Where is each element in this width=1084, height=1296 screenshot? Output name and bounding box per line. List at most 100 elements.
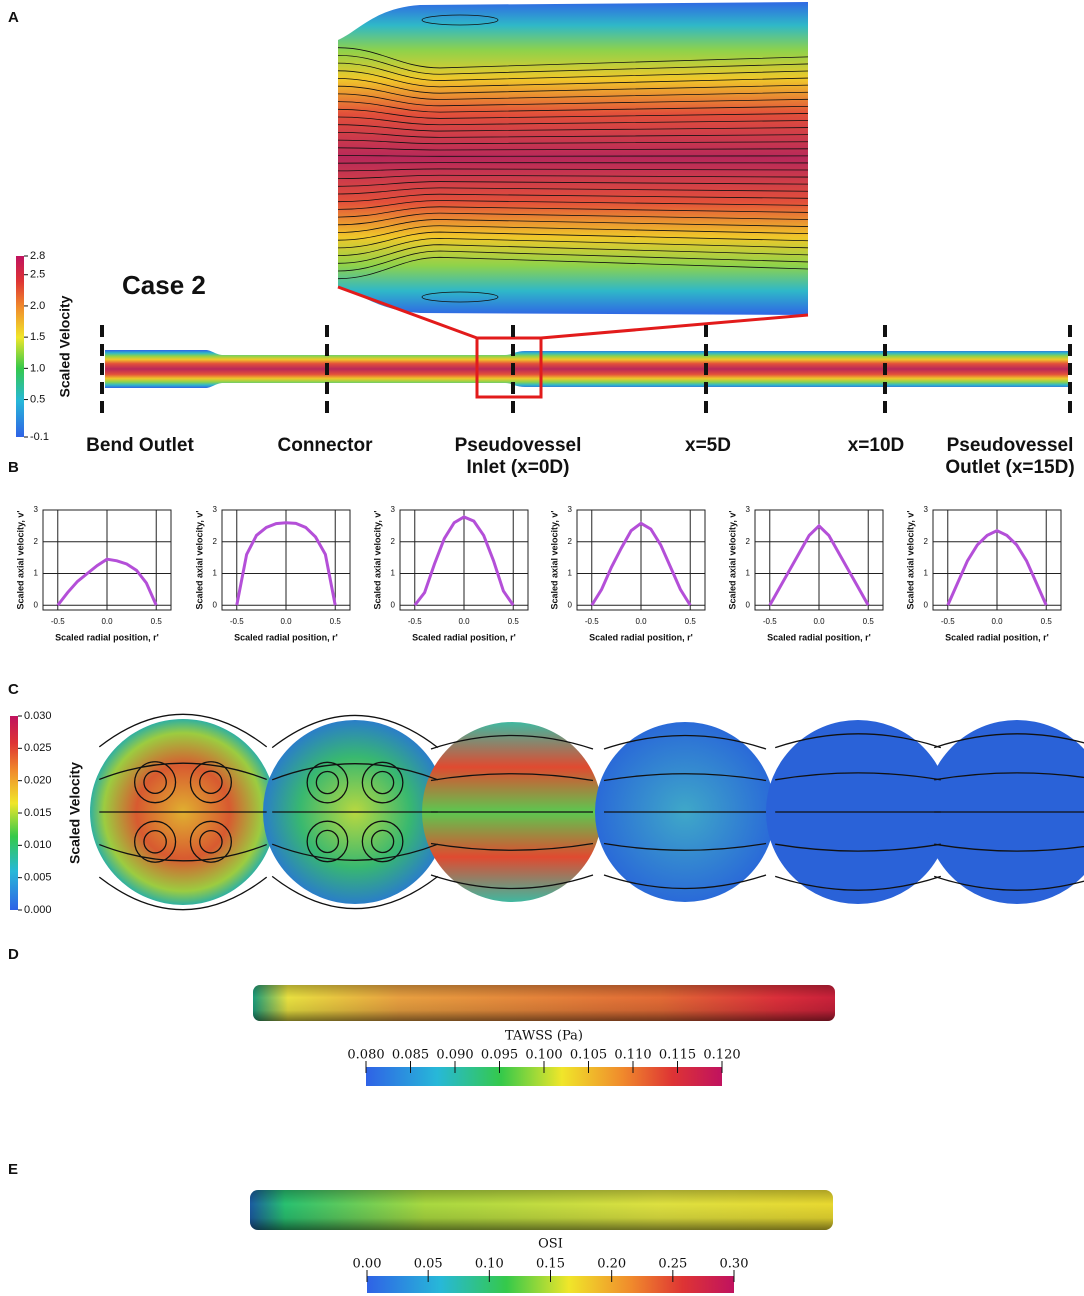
streamline (338, 206, 808, 218)
colorbar-tick-label: 0.100 (525, 1048, 562, 1063)
station-label: Outlet (x=15D) (945, 457, 1074, 478)
streamline (338, 70, 808, 88)
colorbar-tick-label: 0.00 (353, 1257, 382, 1272)
colorbar-tick-label: 0.05 (414, 1257, 443, 1272)
streamline (775, 843, 941, 852)
streamline (430, 874, 594, 890)
inset (338, 2, 808, 315)
streamline (603, 842, 767, 851)
panel-label: E (8, 1161, 18, 1178)
streamline (271, 875, 439, 910)
y-axis-label: Scaled axial velocity, v' (905, 510, 915, 609)
cross-sections (90, 713, 1084, 911)
station-label: Inlet (x=0D) (467, 457, 570, 478)
streamline (775, 772, 941, 781)
case-label: Case 2 (122, 270, 206, 300)
streamline (338, 101, 808, 113)
vortex (421, 291, 499, 303)
y-tick-label: 2 (213, 537, 218, 546)
profile-line (590, 521, 692, 607)
colorbar-tick-label: 2.0 (30, 300, 45, 312)
y-tick-label: 2 (924, 537, 929, 546)
y-tick-label: 3 (924, 505, 929, 514)
colorbar-tick-label: 0.000 (24, 904, 52, 916)
streamline (430, 842, 594, 851)
streamlines (338, 47, 808, 280)
colorbar-label: Scaled Velocity (67, 762, 83, 864)
x-tick-label: 0.0 (635, 617, 647, 626)
streamline (338, 225, 808, 241)
zoom-box (475, 336, 543, 399)
x-tick-label: 0.0 (458, 617, 470, 626)
vortex (143, 829, 167, 854)
x-tick-label: -0.5 (408, 617, 422, 626)
x-tick-label: 0.5 (685, 617, 697, 626)
y-tick-label: 3 (34, 505, 39, 514)
streamline (603, 874, 767, 890)
streamline (98, 713, 268, 748)
colorbar (16, 256, 24, 437)
vortex (315, 770, 340, 795)
streamline (338, 237, 808, 256)
vortex (370, 770, 395, 795)
y-tick-label: 0 (213, 600, 218, 609)
x-tick-label: 0.5 (330, 617, 342, 626)
colorbar-tick-label: 1.5 (30, 331, 45, 343)
y-tick-label: 3 (213, 505, 218, 514)
streamline (338, 155, 808, 157)
colorbar (367, 1276, 734, 1293)
station-label: Bend Outlet (86, 435, 194, 456)
x-axis-label: Scaled radial position, r' (412, 632, 516, 642)
inset-field (338, 2, 808, 315)
vortex (315, 829, 340, 854)
colorbar-tick-label: 0.30 (720, 1257, 749, 1272)
profile-line (413, 515, 515, 607)
x-tick-label: 0.0 (991, 617, 1003, 626)
station-lines (100, 325, 1072, 418)
x-axis-label: Scaled radial position, r' (767, 632, 871, 642)
streamline (338, 231, 808, 249)
streamline (933, 875, 1084, 891)
streamline (338, 256, 808, 280)
y-axis-label: Scaled axial velocity, v' (727, 510, 737, 609)
station-label: x=5D (685, 435, 731, 456)
colorbar-tick-label: 0.115 (659, 1048, 696, 1063)
streamline (774, 733, 942, 749)
y-tick-label: 1 (34, 569, 39, 578)
profile-line (768, 523, 870, 606)
vortex (189, 820, 233, 863)
colorbar-tick-label: 2.5 (30, 269, 45, 281)
x-tick-label: 0.0 (813, 617, 825, 626)
y-tick-label: 1 (746, 569, 751, 578)
x-tick-label: 0.0 (280, 617, 292, 626)
y-tick-label: 3 (568, 505, 573, 514)
streamline (603, 773, 767, 782)
vortex (361, 761, 404, 804)
streamline (338, 47, 808, 69)
streamline (338, 124, 808, 132)
streamline (338, 108, 808, 119)
colorbar-tick-label: 0.030 (24, 710, 52, 722)
vortex (361, 820, 404, 863)
secondary-streamlines (98, 713, 1084, 911)
streamline (338, 139, 808, 145)
y-tick-label: 1 (568, 569, 573, 578)
colorbar-label: OSI (538, 1237, 563, 1252)
colorbar-tick-label: 0.20 (597, 1257, 626, 1272)
streamline (933, 733, 1084, 749)
profile-line (56, 557, 158, 607)
streamline (774, 875, 942, 891)
y-tick-label: 2 (568, 537, 573, 546)
streamline (271, 714, 439, 749)
vortex (199, 770, 223, 795)
x-tick-label: 0.5 (508, 617, 520, 626)
x-axis-label: Scaled radial position, r' (945, 632, 1049, 642)
cylinder-shade (253, 985, 835, 1021)
y-tick-label: 0 (924, 600, 929, 609)
y-tick-label: 3 (391, 505, 396, 514)
streamline (271, 763, 439, 781)
streamline (338, 62, 808, 81)
y-tick-label: 2 (34, 537, 39, 546)
streamline (338, 212, 808, 226)
